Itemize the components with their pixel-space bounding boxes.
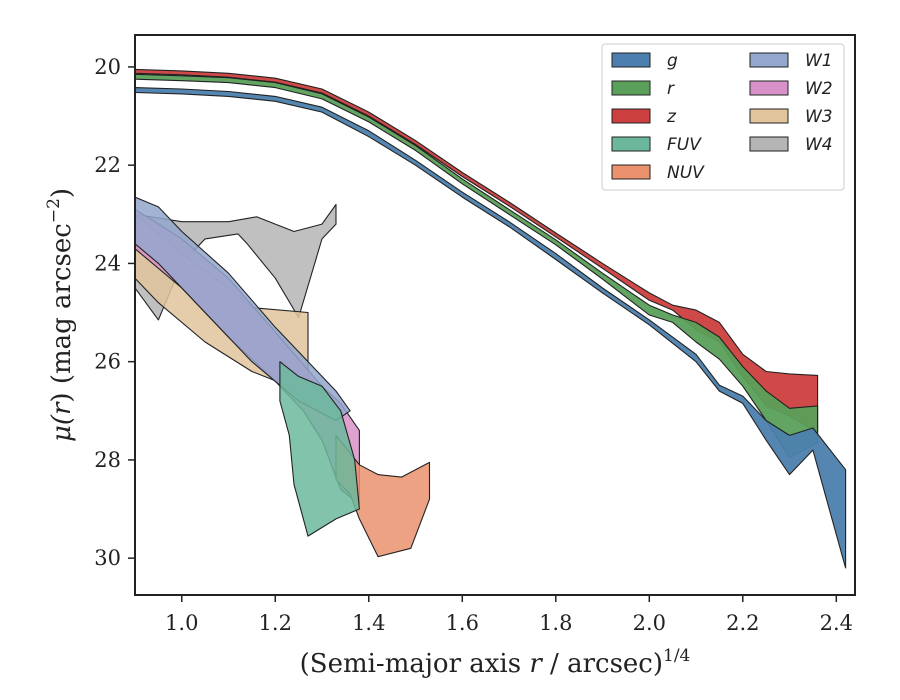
x-axis-label: (Semi-major axis r / arcsec)1/4 <box>300 646 691 679</box>
y-axis-label: μ(r) (mag arcsec−2) <box>44 188 77 442</box>
x-tick-label: 1.4 <box>352 611 385 635</box>
y-tick-label: 22 <box>94 153 121 177</box>
plot-frame <box>134 34 856 596</box>
legend-swatch-r <box>611 80 651 96</box>
x-tick-label: 2.2 <box>726 611 759 635</box>
legend-swatch-z <box>611 108 651 124</box>
series-w1-band <box>135 196 351 422</box>
legend-label-w3: W3 <box>805 107 833 127</box>
legend-label-fuv: FUV <box>667 135 702 155</box>
legend-swatch-w1 <box>749 52 789 68</box>
legend-label-z: z <box>666 107 677 127</box>
x-tick-label: 2.0 <box>633 611 666 635</box>
legend-swatch-w4 <box>749 136 789 152</box>
legend-label-w4: W4 <box>805 135 833 155</box>
x-tick-label: 1.0 <box>165 611 198 635</box>
series-fuv-band <box>279 361 360 537</box>
legend-swatch-nuv <box>611 164 651 180</box>
legend-label-w1: W1 <box>805 51 833 71</box>
legend: grz FUV NUV W1 W2 W3 W4 <box>601 43 845 191</box>
x-tick-label: 1.8 <box>539 611 572 635</box>
legend-label-r: r <box>667 79 675 99</box>
legend-swatch-fuv <box>611 136 651 152</box>
y-tick-label: 24 <box>94 251 121 275</box>
axes: 1.0 1.2 1.4 1.6 1.8 2.0 2.2 2.4 20 22 24 26 28 30 <box>94 34 856 635</box>
x-tick-label: 1.2 <box>259 611 292 635</box>
y-tick-label: 30 <box>94 546 121 570</box>
legend-swatch-w2 <box>749 80 789 96</box>
x-tick-label: 1.6 <box>446 611 479 635</box>
y-tick-label: 20 <box>94 55 121 79</box>
y-tick-label: 28 <box>94 448 121 472</box>
series-g-band <box>135 87 847 569</box>
legend-swatch-g <box>611 52 651 68</box>
x-tick-label: 2.4 <box>820 611 853 635</box>
legend-swatch-w3 <box>749 108 789 124</box>
legend-label-nuv: NUV <box>667 163 705 183</box>
plot-area <box>135 68 847 569</box>
legend-label-g: g <box>667 51 678 71</box>
legend-label-w2: W2 <box>805 79 833 99</box>
y-tick-label: 26 <box>94 350 121 374</box>
